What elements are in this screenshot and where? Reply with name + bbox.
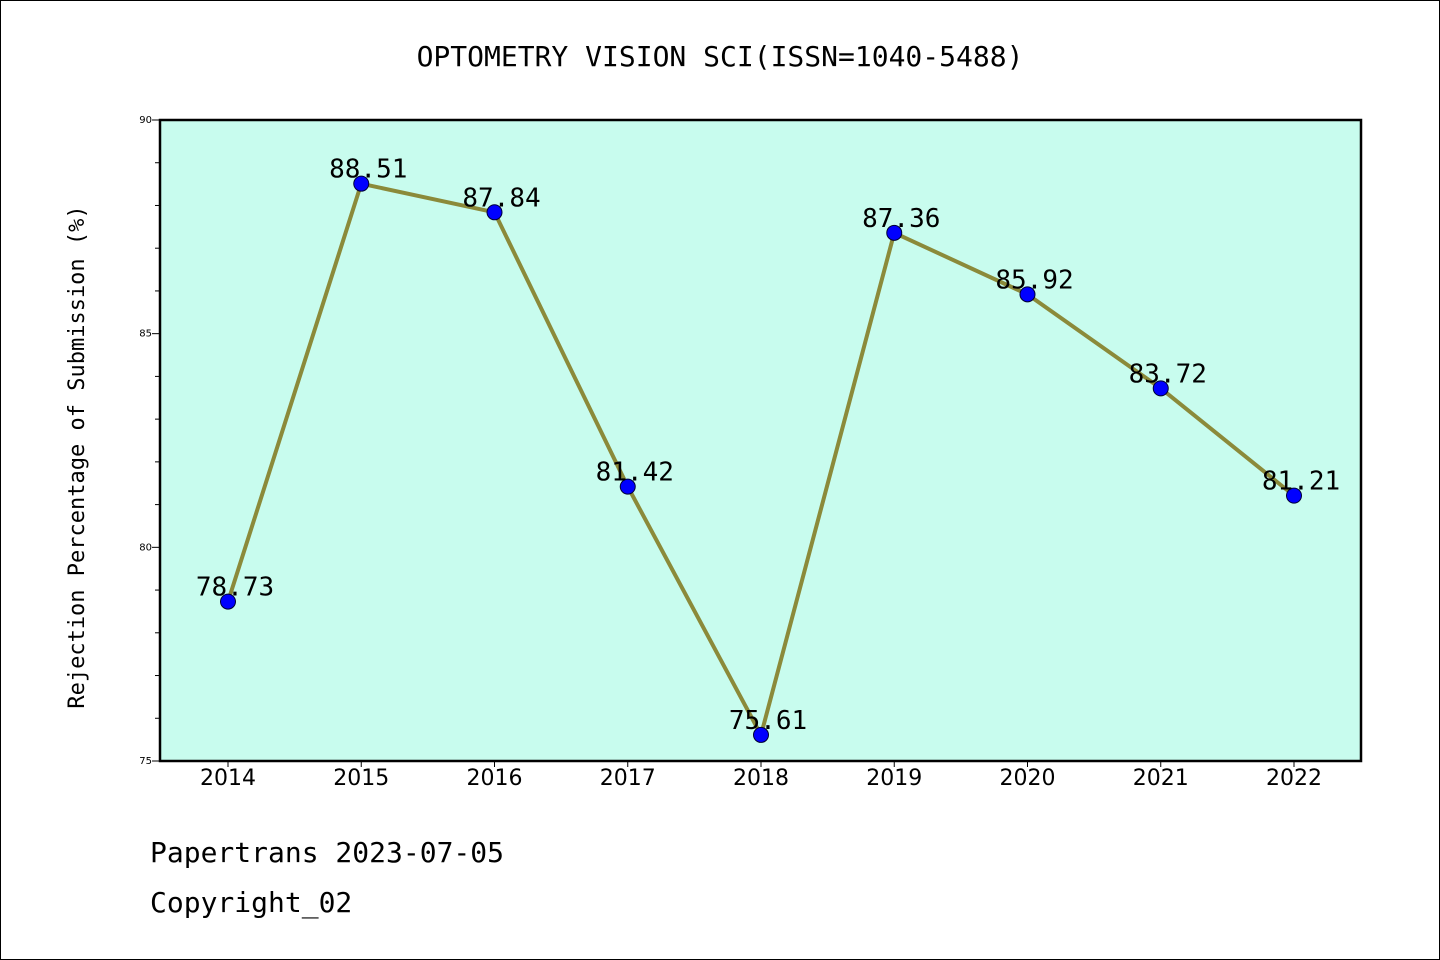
y-axis: 75 80 85 90: [139, 115, 160, 767]
data-label: 83.72: [1129, 359, 1207, 389]
data-point: [1286, 487, 1302, 504]
data-label: 85.92: [995, 265, 1073, 295]
footer-date: Papertrans 2023-07-05: [150, 836, 505, 869]
data-point: [220, 593, 236, 610]
x-tick-label: 2015: [333, 766, 389, 791]
chart-title: OPTOMETRY VISION SCI(ISSN=1040-5488): [417, 40, 1024, 73]
y-axis-label: Rejection Percentage of Submission (%): [65, 205, 90, 708]
data-point: [1019, 286, 1036, 303]
y-tick-label: 75: [139, 756, 152, 767]
y-tick-label: 80: [139, 542, 152, 553]
data-point: [1152, 380, 1169, 397]
data-labels-group: 78.73 88.51 87.84 81.42 75.61 87.36 85.92 83.72…: [196, 155, 1340, 736]
x-tick-label: 2017: [600, 766, 656, 791]
x-tick-label: 2014: [200, 766, 256, 791]
x-tick-label: 2021: [1133, 766, 1189, 791]
data-point: [753, 726, 769, 743]
x-tick-label: 2018: [733, 766, 789, 791]
footer-copyright: Copyright_02: [150, 886, 353, 919]
y-tick-label: 90: [139, 115, 152, 126]
data-point: [619, 478, 636, 495]
data-point: [886, 224, 903, 241]
x-tick-label: 2020: [1000, 766, 1056, 791]
data-label: 78.73: [196, 573, 274, 603]
data-point: [353, 175, 370, 192]
series-group: [220, 175, 1302, 743]
data-label: 87.84: [462, 183, 540, 213]
x-tick-label: 2016: [467, 766, 523, 791]
y-tick-label: 85: [139, 329, 152, 340]
plot-area: [158, 118, 1363, 763]
x-tick-label: 2022: [1266, 766, 1322, 791]
x-tick-label: 2019: [866, 766, 922, 791]
data-label: 81.21: [1262, 467, 1340, 497]
data-label: 75.61: [729, 706, 807, 736]
data-label: 87.36: [862, 204, 940, 234]
data-label: 88.51: [329, 155, 407, 185]
x-axis: 2014 2015 2016 2017 2018 2019 2020 2021 2022: [200, 761, 1322, 791]
data-point: [486, 204, 503, 221]
data-label: 81.42: [596, 458, 674, 488]
